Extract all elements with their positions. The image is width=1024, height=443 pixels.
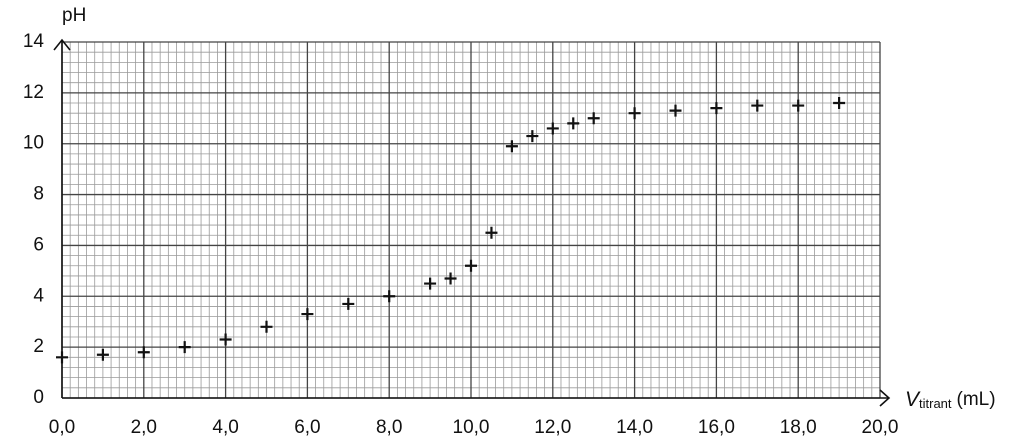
data-point — [669, 104, 682, 117]
data-point — [178, 341, 191, 354]
data-point — [485, 226, 498, 239]
y-tick-label: 8 — [33, 184, 44, 205]
x-tick-label: 18,0 — [780, 417, 817, 438]
x-tick-label: 16,0 — [698, 417, 735, 438]
x-label-unit: (mL) — [957, 389, 996, 410]
data-point — [219, 333, 232, 346]
y-tick-label: 6 — [33, 234, 44, 255]
x-tick-label: 6,0 — [294, 417, 320, 438]
data-point — [526, 130, 539, 143]
x-tick-label: 14,0 — [616, 417, 653, 438]
y-axis-arrow — [53, 38, 71, 51]
data-point — [546, 122, 559, 135]
data-point — [465, 259, 477, 272]
data-point — [505, 140, 518, 153]
data-point — [56, 351, 68, 364]
x-axis-label: Vtitrant (mL) — [905, 388, 996, 412]
y-tick-label: 2 — [33, 336, 44, 357]
data-point — [96, 348, 109, 361]
data-point — [301, 308, 314, 321]
y-tick-label: 12 — [23, 82, 44, 103]
data-point — [628, 107, 641, 120]
y-tick-label: 0 — [33, 387, 44, 408]
data-point — [751, 99, 764, 112]
data-point — [424, 277, 437, 290]
x-tick-label: 2,0 — [131, 417, 157, 438]
x-tick-label: 4,0 — [212, 417, 238, 438]
data-point — [710, 102, 723, 115]
y-tick-label: 10 — [23, 133, 44, 154]
data-point — [587, 112, 600, 125]
data-point — [342, 297, 355, 310]
x-tick-label: 12,0 — [534, 417, 571, 438]
y-tick-label: 14 — [23, 31, 45, 52]
x-tick-label: 0,0 — [49, 417, 75, 438]
x-label-symbol: V — [905, 388, 921, 411]
x-tick-label: 8,0 — [376, 417, 402, 438]
y-tick-label: 4 — [33, 285, 44, 306]
x-tick-label: 20,0 — [862, 417, 899, 438]
data-point — [260, 320, 273, 333]
data-point — [792, 99, 805, 112]
data-point — [833, 97, 846, 110]
x-tick-label: 10,0 — [453, 417, 490, 438]
x-axis-arrow — [879, 389, 891, 407]
data-point — [444, 272, 457, 285]
data-point — [137, 346, 150, 359]
y-axis-label: pH — [62, 5, 86, 26]
data-point — [383, 290, 396, 303]
data-point — [567, 117, 580, 130]
x-label-subscript: titrant — [919, 396, 952, 411]
